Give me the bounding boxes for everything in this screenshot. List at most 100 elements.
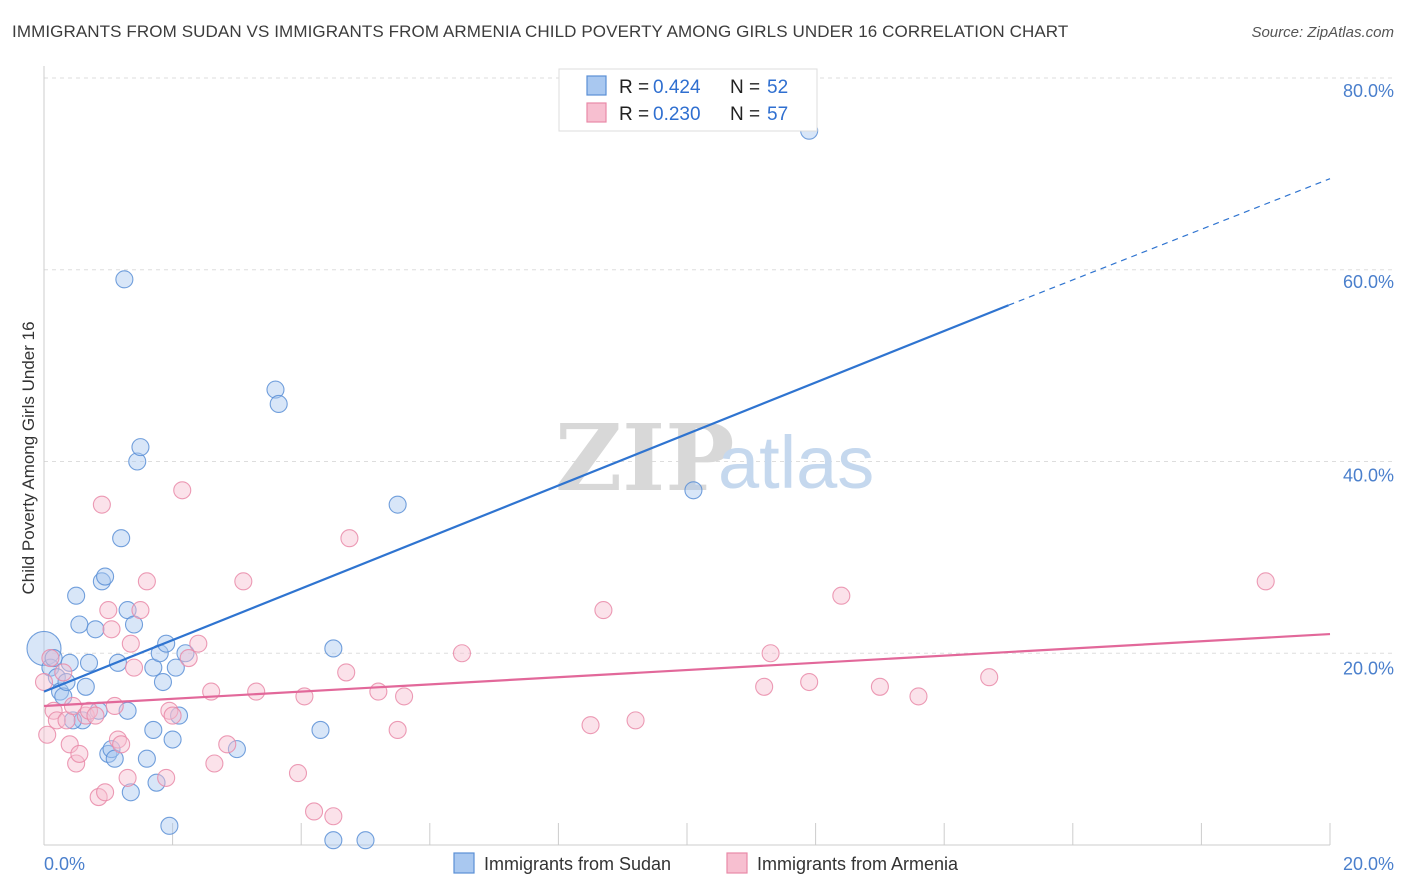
watermark-atlas: atlas: [718, 421, 874, 504]
stats-n-value-armenia: 57: [767, 104, 788, 125]
sudan-point: [128, 452, 147, 471]
legend-label-sudan: Immigrants from Sudan: [484, 854, 671, 874]
sudan-point: [76, 677, 95, 696]
sudan-trend-extension: [1008, 178, 1331, 306]
sudan-point: [70, 615, 89, 634]
armenia-point: [340, 529, 359, 548]
y-tick-label: 60.0%: [1343, 272, 1394, 292]
sudan-point: [176, 644, 195, 663]
sudan-point: [67, 586, 86, 605]
sudan-point: [166, 658, 185, 677]
armenia-point: [218, 735, 237, 754]
y-tick-label: 20.0%: [1343, 658, 1394, 678]
trend-layer: [43, 178, 1331, 708]
armenia-point: [108, 730, 127, 749]
armenia-point: [54, 663, 73, 682]
sudan-point: [388, 495, 407, 514]
y-tick-label: 40.0%: [1343, 466, 1394, 486]
armenia-point: [70, 744, 89, 763]
armenia-point: [909, 687, 928, 706]
armenia-point: [755, 677, 774, 696]
stats-r-label-sudan: R =: [619, 77, 649, 98]
grid-layer: [44, 77, 1394, 654]
armenia-point: [205, 754, 224, 773]
armenia-point: [157, 768, 176, 787]
sudan-trend-line: [43, 304, 1009, 693]
sudan-point: [356, 831, 375, 850]
sudan-point: [266, 380, 285, 399]
stats-r-value-armenia: 0.230: [653, 104, 701, 125]
sudan-point: [684, 481, 703, 500]
axis-layer: 20.0% 40.0% 60.0% 80.0% 0.0% 20.0%: [43, 66, 1394, 874]
stats-n-label-armenia: N =: [730, 104, 760, 125]
sudan-point: [144, 720, 163, 740]
armenia-point: [189, 634, 208, 653]
legend-label-armenia: Immigrants from Armenia: [757, 854, 959, 874]
armenia-point: [980, 668, 999, 687]
armenia-point: [305, 802, 324, 821]
armenia-point: [160, 701, 179, 720]
armenia-point: [60, 735, 79, 754]
stats-n-label-sudan: N =: [730, 77, 760, 98]
sudan-point: [131, 438, 150, 457]
sudan-point: [147, 773, 166, 792]
armenia-point: [870, 677, 889, 696]
armenia-point: [105, 696, 124, 716]
y-tick-label: 80.0%: [1343, 81, 1394, 101]
armenia-point: [76, 706, 95, 725]
chart-title: IMMIGRANTS FROM SUDAN VS IMMIGRANTS FROM…: [12, 22, 1069, 41]
sudan-point: [324, 639, 343, 658]
armenia-point: [47, 711, 66, 730]
armenia-point: [832, 586, 851, 605]
sudan-point: [227, 740, 246, 759]
armenia-point: [594, 601, 613, 620]
sudan-point: [102, 740, 121, 759]
watermark-zip: ZIP: [555, 404, 734, 512]
armenia-point: [179, 648, 198, 668]
sudan-point: [160, 816, 179, 835]
legend-swatch-armenia: [726, 852, 748, 874]
armenia-point: [234, 572, 253, 591]
armenia-point: [761, 644, 780, 663]
legend-swatch-sudan: [453, 852, 475, 874]
sudan-point: [163, 730, 182, 749]
sudan-point: [60, 653, 79, 672]
stats-r-label-armenia: R =: [619, 104, 649, 125]
armenia-point: [288, 764, 308, 783]
armenia-point: [38, 725, 57, 744]
armenia-point: [102, 620, 121, 639]
armenia-point: [395, 687, 414, 706]
armenia-point: [112, 735, 131, 754]
armenia-point: [324, 807, 343, 826]
stats-swatch-sudan: [586, 75, 607, 96]
armenia-point: [131, 601, 150, 620]
sudan-point: [96, 567, 115, 586]
armenia-point: [1256, 572, 1275, 591]
x-tick-label-max: 20.0%: [1343, 854, 1394, 874]
armenia-point: [99, 601, 118, 620]
sudan-point: [26, 630, 62, 667]
armenia-point: [388, 720, 407, 740]
sudan-point: [86, 620, 105, 639]
armenia-point: [118, 768, 137, 787]
armenia-point: [67, 754, 86, 773]
sudan-point: [121, 783, 140, 802]
armenia-point: [800, 672, 819, 692]
armenia-point: [86, 706, 105, 725]
sudan-point: [153, 672, 173, 692]
armenia-point: [581, 716, 600, 735]
armenia-point: [173, 481, 192, 500]
armenia-point: [96, 783, 115, 802]
points-layer: [26, 121, 1275, 850]
sudan-point: [112, 529, 131, 548]
armenia-point: [452, 644, 472, 663]
chart-source: Source: ZipAtlas.com: [1251, 24, 1394, 41]
sudan-point: [92, 572, 111, 591]
sudan-point: [137, 749, 156, 768]
armenia-point: [121, 634, 140, 653]
armenia-point: [163, 706, 182, 725]
legend: Immigrants from Sudan Immigrants from Ar…: [453, 852, 959, 874]
armenia-point: [92, 495, 111, 514]
sudan-point: [169, 706, 189, 725]
sudan-point: [79, 653, 99, 672]
